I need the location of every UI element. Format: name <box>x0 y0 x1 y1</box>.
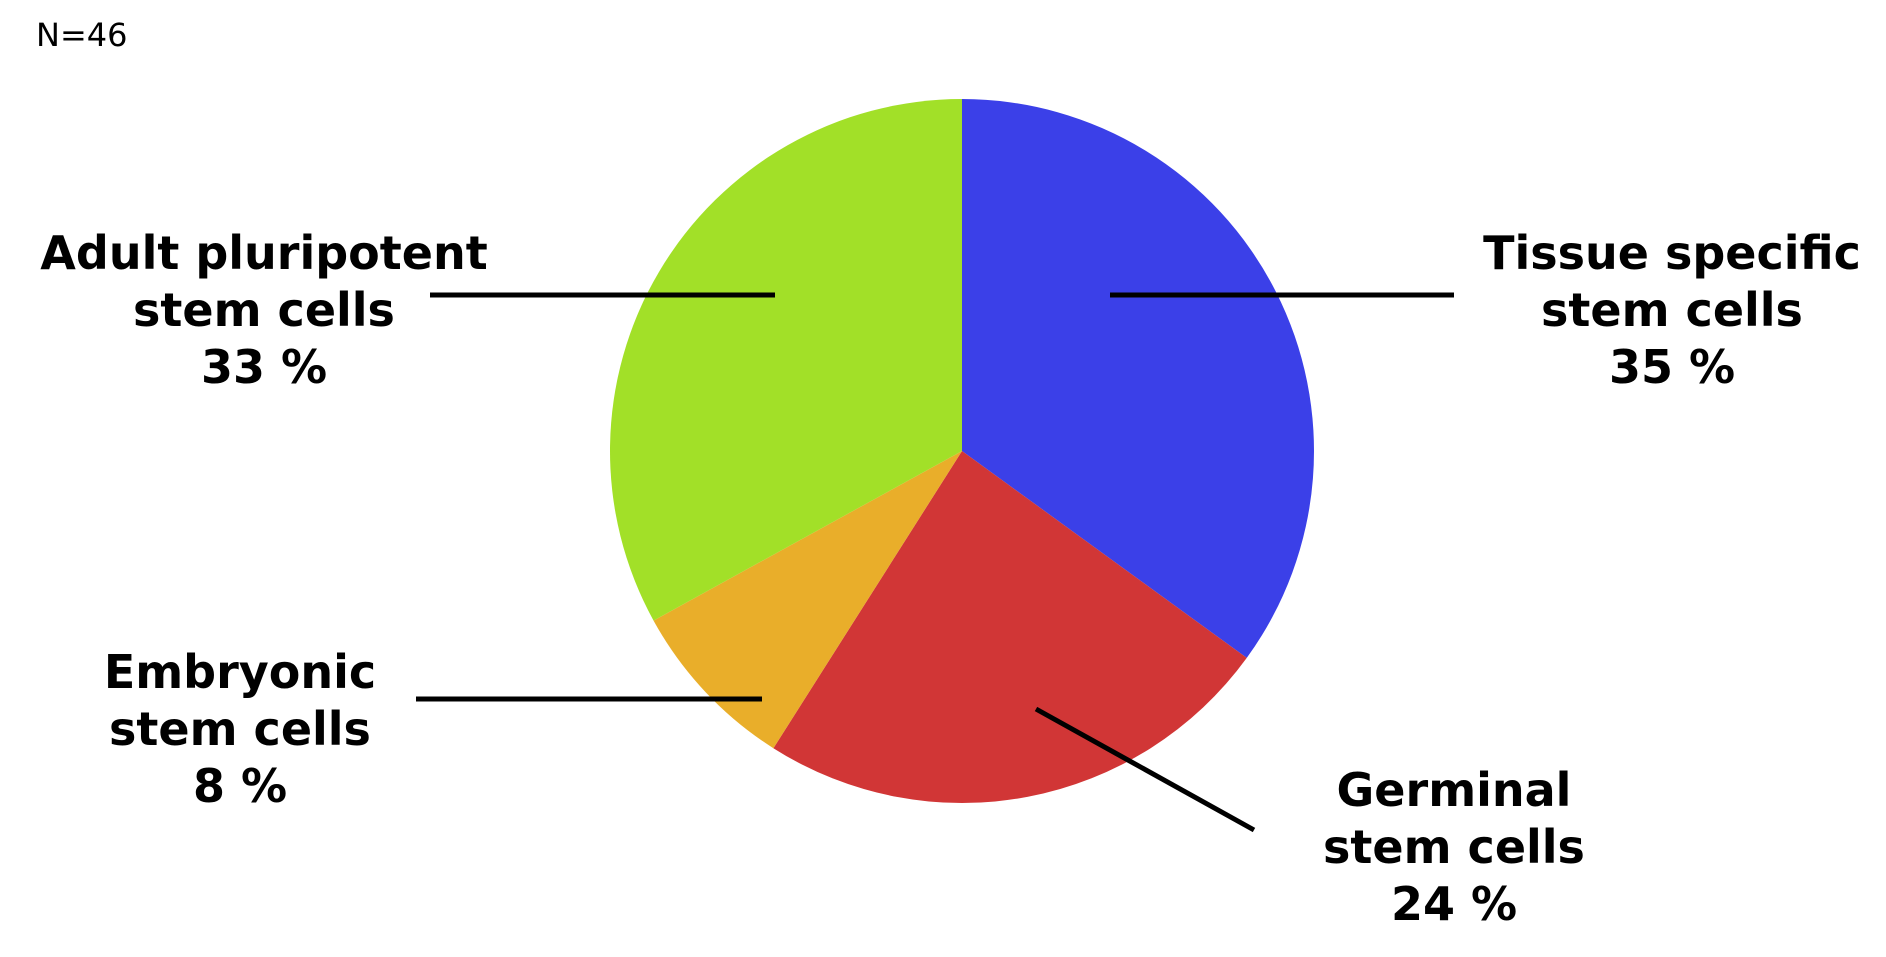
label-line1-adult-pluripotent: Adult pluripotent <box>40 226 487 280</box>
label-line2-germinal: stem cells <box>1323 820 1585 874</box>
percent-label-tissue-specific: 35 % <box>1609 340 1735 394</box>
label-line2-adult-pluripotent: stem cells <box>133 283 395 337</box>
label-line2-embryonic: stem cells <box>109 702 371 756</box>
percent-label-germinal: 24 % <box>1391 877 1517 931</box>
label-line1-embryonic: Embryonic <box>104 645 376 699</box>
slice-label-embryonic: Embryonic stem cells 8 % <box>104 645 762 813</box>
sample-size-note: N=46 <box>36 16 127 54</box>
label-line1-germinal: Germinal <box>1337 763 1572 817</box>
percent-label-adult-pluripotent: 33 % <box>201 340 327 394</box>
label-line2-tissue-specific: stem cells <box>1541 283 1803 337</box>
percent-label-embryonic: 8 % <box>193 759 287 813</box>
label-line1-tissue-specific: Tissue specific <box>1483 226 1861 280</box>
